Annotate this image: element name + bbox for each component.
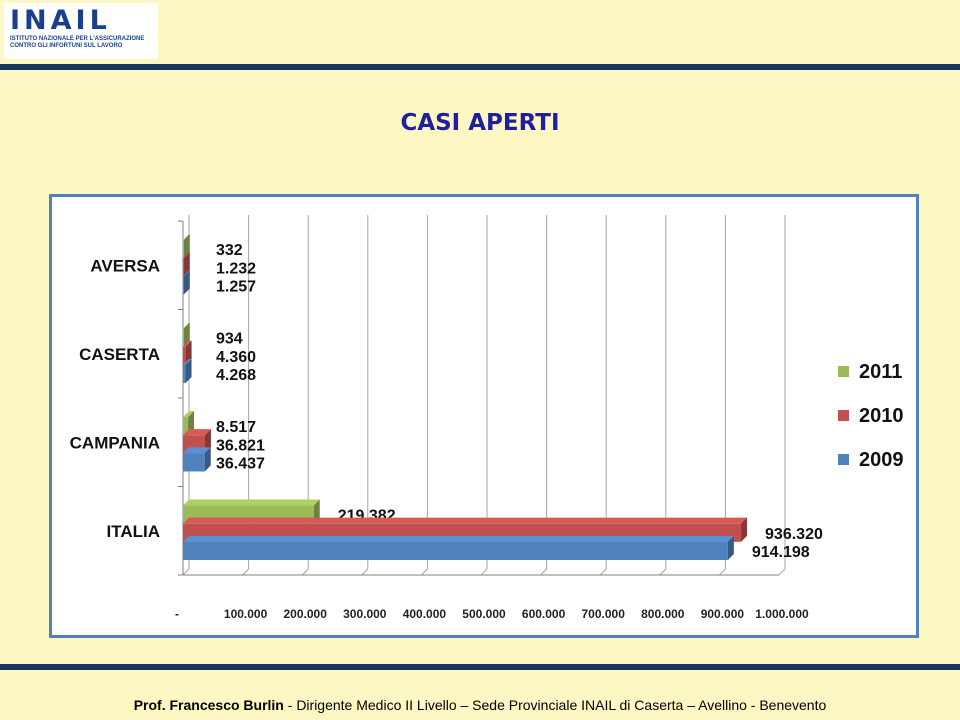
bar-side [313, 499, 320, 524]
bar-top [183, 447, 211, 454]
footer-divider [0, 664, 960, 670]
logo-wordmark: INAIL [10, 5, 111, 36]
bar-side [204, 447, 211, 472]
bar-chart: - 100.000 200.000 300.000 400.000 500.000 600.… [70, 215, 904, 621]
bar-side [204, 429, 211, 454]
page-title: CASI APERTI [400, 110, 560, 136]
floor-gridline [540, 568, 547, 576]
bar-top [183, 411, 195, 418]
logo-subtitle-line1: ISTITUTO NAZIONALE PER L'ASSICURAZIONE [10, 36, 145, 42]
bar-side [183, 234, 190, 259]
chart-frame: - 100.000 200.000 300.000 400.000 500.000 600.… [49, 194, 919, 638]
bar-top [183, 252, 190, 259]
x-tick-label: 600.000 [522, 607, 566, 621]
bar-side [183, 322, 190, 347]
inail-logo: INAIL ISTITUTO NAZIONALE PER L'ASSICURAZ… [4, 3, 158, 59]
category-label: CAMPANIA [70, 433, 160, 452]
x-tick-label: 800.000 [641, 607, 685, 621]
data-label: 1.257 [216, 278, 256, 295]
bar [183, 453, 205, 472]
floor-gridline [778, 568, 786, 576]
footer-author: Prof. Francesco Burlin [133, 697, 284, 713]
floor-gridline [301, 568, 309, 576]
footer-role: - Dirigente Medico II Livello – Sede Pro… [283, 697, 827, 713]
bar-top [183, 535, 734, 542]
floor-gridline [719, 568, 726, 576]
legend-swatch [838, 366, 849, 377]
bar [183, 240, 184, 259]
floor-gridline [480, 568, 488, 576]
floor-gridline [599, 568, 607, 576]
legend-swatch [838, 454, 849, 465]
legend-label: 2010 [859, 405, 904, 427]
floor-gridline [242, 568, 249, 576]
bar-top [183, 358, 192, 365]
bar-side [727, 535, 734, 560]
data-label: 934 [216, 331, 243, 348]
category-label: ITALIA [106, 522, 160, 541]
category-label: AVERSA [90, 256, 160, 275]
bar [183, 258, 184, 277]
logo-subtitle-line2: CONTRO GLI INFORTUNI SUL LAVORO [10, 43, 123, 49]
bar-side [741, 517, 748, 542]
data-label: 8.517 [216, 419, 256, 436]
x-tick-label: 900.000 [701, 607, 745, 621]
bar-top [183, 234, 190, 241]
x-tick-label: 1.000.000 [755, 607, 809, 621]
data-label: 4.268 [216, 367, 256, 384]
floor-gridline [182, 568, 190, 576]
legend-label: 2011 [859, 361, 902, 383]
bar-top [183, 429, 211, 436]
data-label: 936.320 [765, 526, 823, 543]
bar-side [183, 270, 190, 295]
bar [183, 328, 184, 347]
x-tick-label: 400.000 [403, 607, 447, 621]
bar [183, 364, 186, 383]
x-tick-label: 300.000 [343, 607, 387, 621]
legend-swatch [838, 410, 849, 421]
bar-side [188, 411, 195, 436]
data-label: 4.360 [216, 349, 256, 366]
bar-top [183, 270, 190, 277]
bar-side [183, 252, 190, 277]
bar-side [185, 340, 192, 365]
x-tick-label: 500.000 [462, 607, 506, 621]
x-tick-label: - [175, 607, 179, 621]
data-label: 914.198 [752, 544, 810, 561]
bar [183, 276, 184, 295]
x-tick-label: 100.000 [224, 607, 268, 621]
data-label: 1.232 [216, 260, 256, 277]
data-label: 332 [216, 242, 243, 259]
floor-gridline [659, 568, 667, 576]
data-label: 36.437 [216, 455, 265, 472]
x-tick-label: 700.000 [582, 607, 626, 621]
bar-top [183, 340, 192, 347]
legend-label: 2009 [859, 449, 904, 471]
header-divider [0, 64, 960, 70]
bar-top [183, 517, 748, 524]
footer: Prof. Francesco Burlin - Dirigente Medic… [0, 697, 960, 713]
floor-gridline [421, 568, 428, 576]
bar [183, 541, 728, 560]
category-label: CASERTA [79, 345, 160, 364]
data-label: 36.821 [216, 437, 265, 454]
bar-top [183, 499, 320, 506]
bar [183, 417, 189, 436]
bar-top [183, 322, 190, 329]
bar-side [185, 358, 192, 383]
x-tick-label: 200.000 [284, 607, 328, 621]
floor-gridline [361, 568, 369, 576]
bar [183, 346, 186, 365]
